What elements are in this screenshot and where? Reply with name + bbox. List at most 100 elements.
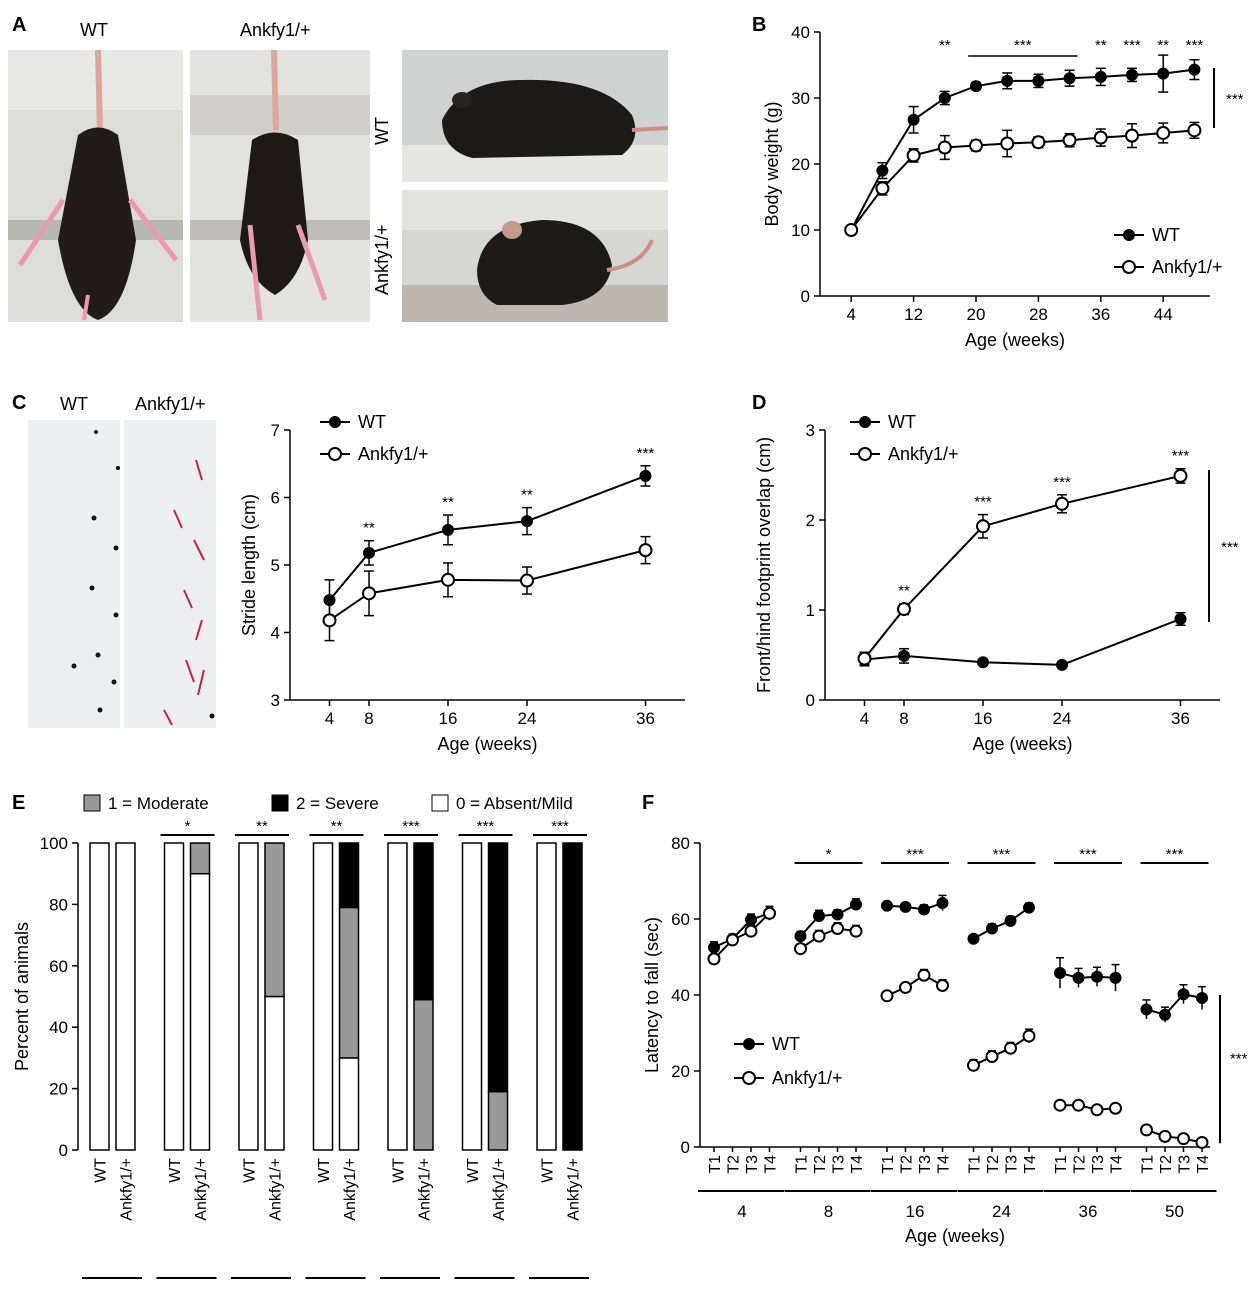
wt-series-line <box>886 902 943 911</box>
wt-data-point <box>831 908 844 921</box>
bar-label-mutant: Ankfy1/+ <box>342 1158 359 1221</box>
wt-series-line <box>864 618 1181 666</box>
legend-wt-label: WT <box>772 1034 800 1054</box>
wt-bar-absent <box>238 842 259 1151</box>
mutant-data-point <box>322 613 337 628</box>
y-tick-label: 100 <box>40 834 68 853</box>
mutant-data-point <box>362 586 376 601</box>
age-group-label: 50 <box>1165 1202 1184 1221</box>
legend-mutant-marker <box>742 1071 756 1085</box>
trial-label: T2 <box>812 1155 829 1174</box>
wt-data-point <box>1054 966 1066 979</box>
x-axis-title: Age (weeks) <box>972 734 1072 754</box>
wt-bar-absent <box>536 842 557 1151</box>
mutant-side-mouse-image <box>402 190 668 322</box>
significance-marker: ** <box>331 818 343 835</box>
wt-data-point <box>1063 72 1076 85</box>
y-axis-title: Percent of animals <box>12 922 32 1071</box>
age-group-label: 16 <box>326 1293 345 1295</box>
wt-data-point <box>1126 68 1138 81</box>
y-axis-title: Latency to fall (sec) <box>642 917 662 1073</box>
photo-wt-tail-suspension <box>8 50 183 322</box>
significance-marker: *** <box>1079 846 1097 863</box>
y-tick-label: 5 <box>271 556 280 575</box>
mutant-bar-severe <box>413 842 434 1001</box>
legend-label: 2 = Severe <box>296 794 379 813</box>
y-tick-label: 40 <box>49 1018 68 1037</box>
wt-data-point <box>1094 70 1107 83</box>
bar-label-mutant: Ankfy1/+ <box>193 1158 210 1221</box>
bar-label-wt: WT <box>465 1158 482 1183</box>
mutant-bar-absent <box>115 842 136 1151</box>
mutant-series-line <box>863 474 1181 660</box>
x-tick-label: 4 <box>325 709 334 728</box>
panel-a-side-label-mutant: Ankfy1/+ <box>372 224 392 295</box>
significance-marker: ** <box>256 818 268 835</box>
wt-data-point <box>1001 74 1014 87</box>
x-tick-label: 24 <box>1053 709 1072 728</box>
panel-c-caption-wt: WT <box>60 394 88 414</box>
y-tick-label: 40 <box>671 986 690 1005</box>
significance-marker: * <box>826 846 832 863</box>
y-tick-label: 4 <box>271 624 280 643</box>
legend-label: 0 = Absent/Mild <box>456 794 573 813</box>
age-group-label: 4 <box>107 1293 116 1295</box>
significance-marker: *** <box>1172 448 1190 465</box>
photo-mutant-side-view <box>402 190 668 322</box>
panel-c-caption-mutant: Ankfy1/+ <box>135 394 206 414</box>
wt-data-point <box>898 649 910 662</box>
bar-label-mutant: Ankfy1/+ <box>119 1158 136 1221</box>
significance-marker: ** <box>442 494 454 511</box>
significance-marker: *** <box>477 818 495 835</box>
wt-data-point <box>970 80 982 93</box>
mutant-data-point <box>812 929 826 943</box>
mutant-bar-absent <box>338 1057 360 1151</box>
wt-data-point <box>977 656 989 669</box>
bar-label-wt: WT <box>316 1158 333 1183</box>
x-tick-label: 8 <box>364 709 373 728</box>
wt-data-point <box>363 546 375 559</box>
mutant-data-point <box>744 924 758 938</box>
legend-mutant-label: Ankfy1/+ <box>772 1068 843 1088</box>
significance-marker: *** <box>1053 474 1071 491</box>
significance-marker: *** <box>402 818 420 835</box>
body-weight-chart: 0 10 20 30 40 4 12 20 28 36 44 Age (weeks) Body weig… <box>762 23 1244 350</box>
x-tick-label: 16 <box>974 709 993 728</box>
wt-data-point <box>521 515 533 528</box>
mutant-series-line <box>886 974 943 997</box>
wt-data-point <box>1032 74 1045 87</box>
mutant-data-point <box>1090 1103 1104 1117</box>
significance-marker: ** <box>898 583 910 600</box>
x-tick-label: 24 <box>518 709 537 728</box>
bar-label-wt: WT <box>93 1158 110 1183</box>
wt-data-point <box>1177 988 1190 1001</box>
trial-label: T3 <box>831 1155 848 1174</box>
y-tick-label: 20 <box>49 1080 68 1099</box>
y-tick-label: 80 <box>671 834 690 853</box>
x-axis-title: Age (weeks) <box>905 1226 1005 1246</box>
mutant-data-point <box>1053 1098 1067 1112</box>
wt-side-mouse-image <box>402 50 668 182</box>
wt-data-point <box>708 941 720 954</box>
y-axis-title: Body weight (g) <box>762 101 782 226</box>
legend-label: 1 = Moderate <box>108 794 209 813</box>
mutant-data-point <box>985 1050 999 1064</box>
mutant-data-point <box>1125 128 1139 143</box>
x-axis-title: Age (weeks) <box>437 734 537 754</box>
legend-wt-label: WT <box>358 412 386 432</box>
panel-d-label: D <box>752 392 767 414</box>
wt-series-line <box>799 903 857 937</box>
wt-series-line <box>328 474 646 601</box>
mutant-series-line <box>973 1035 1030 1067</box>
wt-data-point <box>876 164 889 177</box>
mutant-data-point <box>1140 1123 1153 1137</box>
significance-marker: *** <box>1166 846 1184 863</box>
mutant-bar-absent <box>189 872 211 1151</box>
wt-bar-absent <box>89 842 110 1151</box>
wt-series-line <box>1146 993 1203 1016</box>
mutant-data-point <box>897 602 911 617</box>
mutant-footprint-image <box>124 420 216 728</box>
mutant-data-point <box>707 952 721 966</box>
mutant-data-point <box>1173 468 1188 483</box>
trial-label: T1 <box>880 1155 897 1174</box>
